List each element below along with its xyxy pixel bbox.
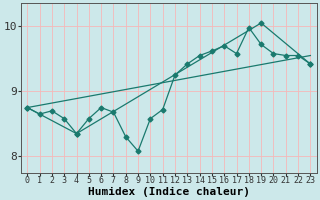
X-axis label: Humidex (Indice chaleur): Humidex (Indice chaleur) <box>88 186 250 197</box>
